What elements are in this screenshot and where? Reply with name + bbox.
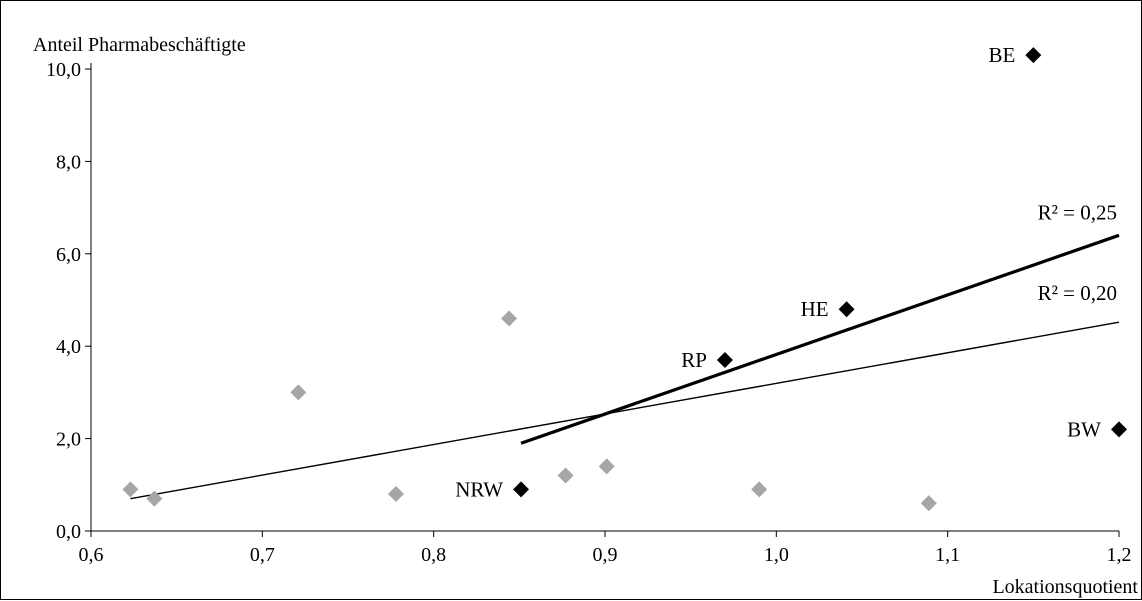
data-point-marker: [1025, 47, 1042, 64]
data-point-marker: [146, 490, 163, 507]
data-point-label: NRW: [455, 477, 503, 501]
y-tick-label: 10,0: [46, 59, 81, 81]
data-point-label: BW: [1067, 417, 1101, 441]
data-point-label: RP: [681, 348, 707, 372]
data-point-label: BE: [988, 43, 1015, 67]
x-tick-label: 1,0: [764, 544, 789, 566]
x-tick-label: 1,2: [1107, 544, 1132, 566]
y-tick-label: 0,0: [56, 521, 81, 543]
trendlines: R² = 0,20 R² = 0,25: [130, 200, 1120, 500]
data-point-marker: [501, 310, 518, 327]
data-point-marker: [716, 352, 733, 369]
data-point-marker: [920, 495, 937, 512]
x-tick-label: 0,6: [79, 544, 104, 566]
data-points: [122, 47, 1127, 512]
y-tick-label: 8,0: [56, 151, 81, 173]
x-tick-label: 1,1: [935, 544, 960, 566]
data-point-marker: [598, 458, 615, 475]
data-point-marker: [513, 481, 530, 498]
data-point-marker: [122, 481, 139, 498]
x-axis-label: Lokationsquotient: [992, 576, 1138, 598]
data-point-marker: [751, 481, 768, 498]
data-point-label: HE: [801, 297, 829, 321]
data-point-marker: [290, 384, 307, 401]
data-point-marker: [1111, 421, 1127, 438]
y-axis-label: Anteil Pharmabeschäftigte: [33, 34, 246, 56]
point-labels: NRW RP HE BE BW: [455, 43, 1101, 501]
data-point-marker: [557, 467, 574, 484]
x-tick-label: 0,8: [421, 544, 446, 566]
data-point-marker: [838, 301, 855, 318]
tick-labels: 0,6 0,7 0,8 0,9 1,0 1,1 1,2 0,0 2,0 4,0 6,0 8,0 10,0: [46, 59, 1132, 566]
data-point-marker: [387, 486, 404, 503]
y-tick-label: 4,0: [56, 336, 81, 358]
x-tick-label: 0,9: [593, 544, 618, 566]
y-tick-label: 6,0: [56, 244, 81, 266]
trendline: [520, 233, 1120, 445]
y-tick-label: 2,0: [56, 429, 81, 451]
trendline: [130, 321, 1120, 500]
x-tick-label: 0,7: [250, 544, 275, 566]
trendline-r2-label: R² = 0,25: [1038, 200, 1117, 224]
trendline-r2-label: R² = 0,20: [1038, 281, 1117, 305]
